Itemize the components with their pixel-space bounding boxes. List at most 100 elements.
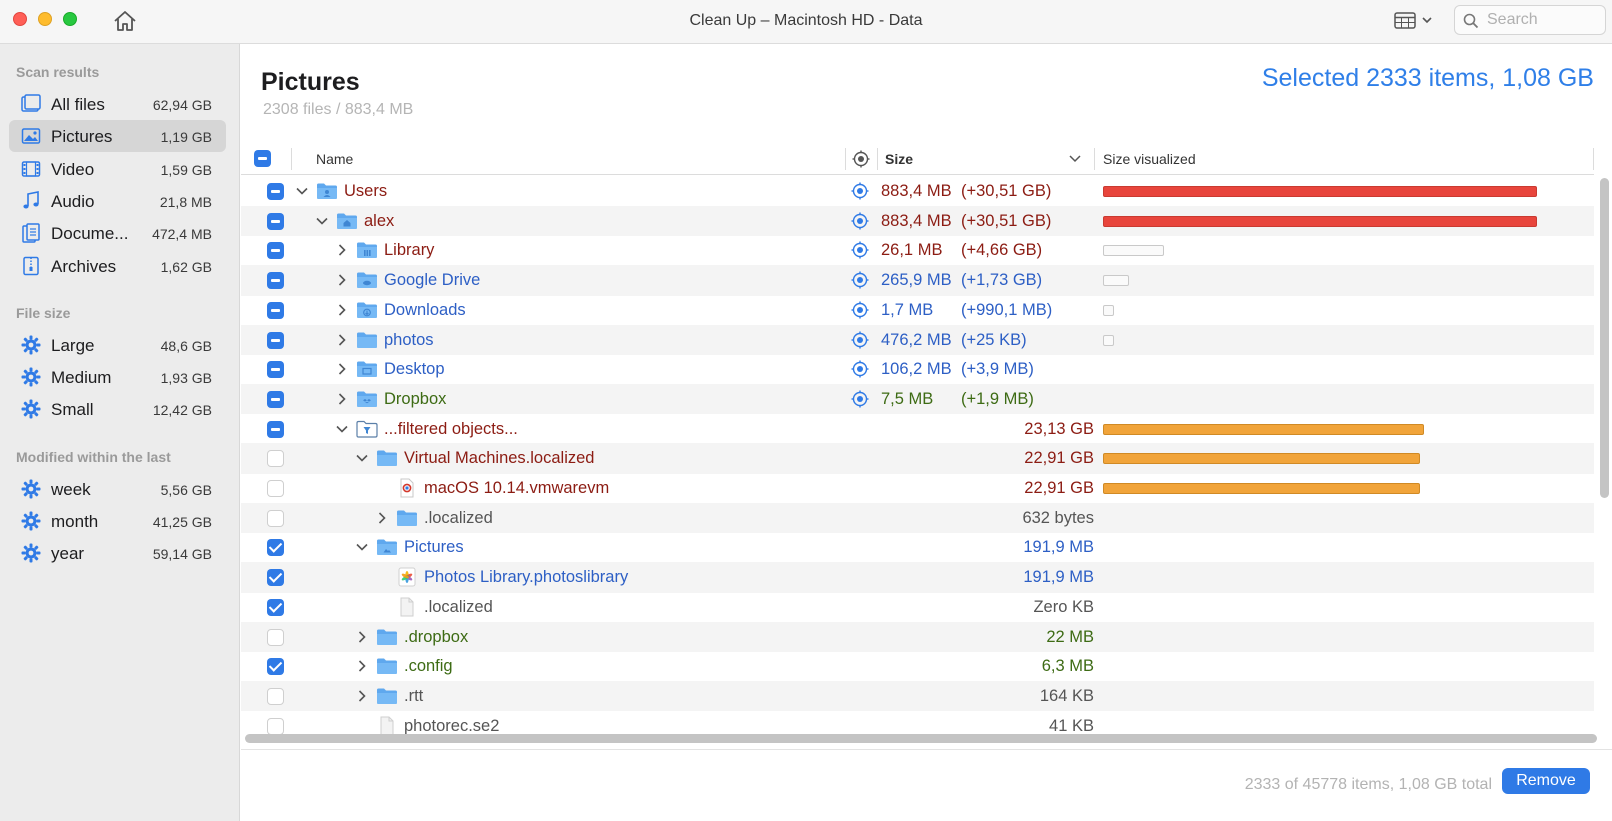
file-size-delta: (+30,51 GB)	[961, 182, 1052, 200]
target-column-icon[interactable]	[852, 150, 870, 168]
table-row[interactable]: Pictures 191,9 MB	[241, 532, 1594, 563]
sidebar-item-all-files[interactable]: All files 62,94 GB	[9, 88, 226, 120]
chevron-right-icon[interactable]	[355, 689, 369, 703]
row-checkbox[interactable]	[267, 628, 284, 646]
column-header-size-visualized[interactable]: Size visualized	[1103, 151, 1196, 167]
vertical-scrollbar[interactable]	[1600, 178, 1609, 498]
chevron-right-icon[interactable]	[335, 392, 349, 406]
table-row[interactable]: Users 883,4 MB (+30,51 GB)	[241, 176, 1594, 207]
folder-icon	[376, 448, 398, 468]
search-field[interactable]	[1454, 5, 1606, 35]
sidebar-item-size: 41,25 GB	[152, 514, 212, 530]
horizontal-scrollbar[interactable]	[245, 734, 1597, 743]
chevron-right-icon[interactable]	[335, 243, 349, 257]
sidebar-item-label: Docume...	[51, 224, 129, 244]
row-checkbox[interactable]	[267, 539, 284, 557]
row-checkbox[interactable]	[267, 658, 284, 676]
row-checkbox[interactable]	[267, 480, 284, 497]
home-button[interactable]	[112, 9, 138, 33]
target-icon[interactable]	[851, 212, 869, 230]
table-row[interactable]: Virtual Machines.localized 22,91 GB	[241, 443, 1594, 474]
table-row[interactable]: macOS 10.14.vmwarevm 22,91 GB	[241, 473, 1594, 504]
chevron-down-icon[interactable]	[295, 184, 309, 198]
sidebar-item-year[interactable]: year 59,14 GB	[9, 537, 226, 569]
table-row[interactable]: Desktop 106,2 MB (+3,9 MB)	[241, 354, 1594, 385]
target-icon[interactable]	[851, 331, 869, 349]
table-row[interactable]: photos 476,2 MB (+25 KB)	[241, 324, 1594, 355]
chevron-right-icon[interactable]	[375, 511, 389, 525]
sidebar-item-medium[interactable]: Medium 1,93 GB	[9, 361, 226, 393]
zoom-window-button[interactable]	[63, 12, 77, 26]
table-row[interactable]: Downloads 1,7 MB (+990,1 MB)	[241, 295, 1594, 326]
chevron-right-icon[interactable]	[355, 630, 369, 644]
row-checkbox[interactable]	[267, 450, 284, 468]
sidebar-item-large[interactable]: Large 48,6 GB	[9, 329, 226, 361]
column-header-size[interactable]: Size	[885, 151, 914, 167]
file-size: 191,9 MB	[1023, 538, 1094, 557]
sidebar-item-label: Large	[51, 335, 95, 355]
chevron-down-icon[interactable]	[335, 422, 349, 436]
table-row[interactable]: ...filtered objects... 23,13 GB	[241, 414, 1594, 445]
search-input[interactable]	[1487, 10, 1601, 30]
chevron-right-icon[interactable]	[335, 273, 349, 287]
chevron-right-icon[interactable]	[335, 333, 349, 347]
vm-file-icon	[396, 478, 418, 498]
row-checkbox[interactable]	[267, 598, 284, 616]
row-checkbox[interactable]	[267, 183, 284, 200]
row-checkbox[interactable]	[267, 212, 284, 230]
target-icon[interactable]	[851, 360, 869, 378]
table-row[interactable]: .config 6,3 MB	[241, 651, 1594, 682]
sidebar-item-label: Medium	[51, 368, 112, 388]
sidebar-item-small[interactable]: Small 12,42 GB	[9, 393, 226, 425]
chevron-right-icon[interactable]	[335, 303, 349, 317]
sidebar-item-week[interactable]: week 5,56 GB	[9, 473, 226, 505]
view-options-button[interactable]	[1392, 10, 1438, 32]
select-all-checkbox[interactable]	[254, 150, 271, 167]
table-row[interactable]: alex 883,4 MB (+30,51 GB)	[241, 205, 1594, 237]
target-icon[interactable]	[851, 271, 869, 289]
column-header-name[interactable]: Name	[316, 151, 354, 167]
target-icon[interactable]	[851, 182, 869, 200]
table-row[interactable]: .dropbox 22 MB	[241, 621, 1594, 652]
row-checkbox[interactable]	[267, 390, 284, 408]
file-size-delta: (+1,9 MB)	[961, 389, 1034, 408]
table-row[interactable]: Photos Library.photoslibrary 191,9 MB	[241, 562, 1594, 593]
row-checkbox[interactable]	[267, 687, 284, 705]
target-icon[interactable]	[851, 301, 869, 319]
table-row[interactable]: Library 26,1 MB (+4,66 GB)	[241, 235, 1594, 266]
row-checkbox[interactable]	[267, 331, 284, 349]
table-row[interactable]: .rtt 164 KB	[241, 680, 1594, 712]
sidebar-item-size: 48,6 GB	[160, 337, 212, 354]
sidebar-item-month[interactable]: month 41,25 GB	[9, 505, 226, 537]
sort-chevron-down-icon[interactable]	[1069, 155, 1081, 163]
sidebar-item-video[interactable]: Video 1,59 GB	[9, 153, 226, 185]
table-row[interactable]: .localized Zero KB	[241, 592, 1594, 623]
sidebar-item-pictures[interactable]: Pictures 1,19 GB	[9, 120, 226, 153]
sidebar-item-archives[interactable]: Archives 1,62 GB	[9, 250, 226, 282]
target-icon[interactable]	[851, 390, 869, 408]
row-checkbox[interactable]	[267, 717, 284, 735]
row-checkbox[interactable]	[267, 569, 284, 587]
chevron-down-icon[interactable]	[315, 214, 329, 228]
table-row[interactable]: .localized 632 bytes	[241, 502, 1594, 534]
row-checkbox[interactable]	[267, 242, 284, 260]
chevron-right-icon[interactable]	[355, 659, 369, 673]
row-checkbox[interactable]	[267, 509, 284, 527]
sidebar-item-audio[interactable]: Audio 21,8 MB	[9, 185, 226, 217]
target-icon[interactable]	[851, 241, 869, 259]
chevron-down-icon[interactable]	[355, 540, 369, 554]
table-row[interactable]: photorec.se2 41 KB	[241, 711, 1594, 742]
chevron-down-icon[interactable]	[355, 451, 369, 465]
chevron-right-icon[interactable]	[335, 362, 349, 376]
row-checkbox[interactable]	[267, 272, 284, 290]
row-checkbox[interactable]	[267, 361, 284, 379]
table-row[interactable]: Dropbox 7,5 MB (+1,9 MB)	[241, 383, 1594, 415]
file-size: 22,91 GB	[1024, 449, 1094, 468]
row-checkbox[interactable]	[267, 420, 284, 438]
minimize-window-button[interactable]	[38, 12, 52, 26]
sidebar-item-docume[interactable]: Docume... 472,4 MB	[9, 217, 226, 249]
table-row[interactable]: Google Drive 265,9 MB (+1,73 GB)	[241, 265, 1594, 296]
close-window-button[interactable]	[13, 12, 27, 26]
remove-button[interactable]: Remove	[1502, 768, 1590, 794]
row-checkbox[interactable]	[267, 301, 284, 319]
